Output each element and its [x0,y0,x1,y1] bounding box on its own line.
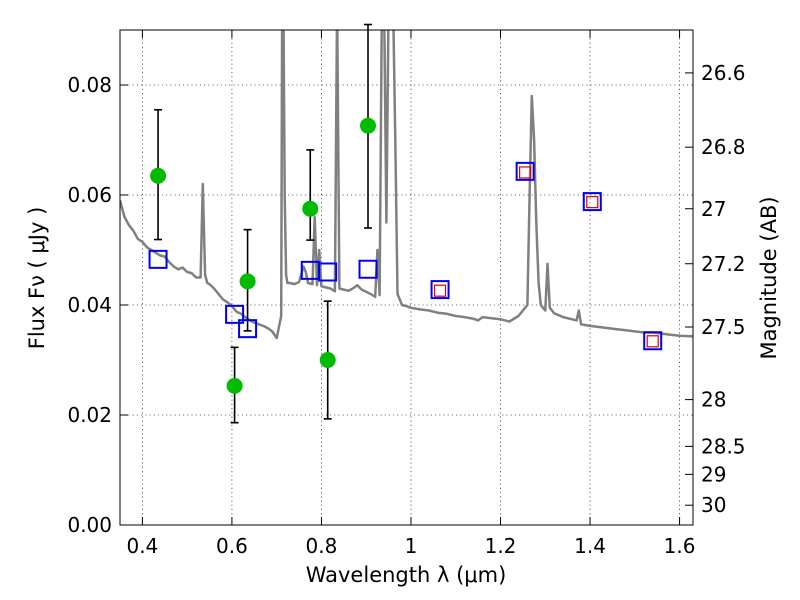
model-photometry-point [358,259,378,279]
observed-photometry-point [239,273,256,290]
right-tick-label: 27.2 [701,252,746,276]
model-photometry-point [643,331,663,351]
x-tick-label: 0.4 [126,534,158,558]
observed-photometry-point [302,200,319,217]
y-tick-label: 0.02 [67,403,112,427]
right-tick-label: 26.6 [701,61,746,85]
y-tick-label: 0.08 [67,73,112,97]
plot-area-background [120,30,693,525]
model-photometry-point [582,192,602,212]
model-photometry-point [148,249,168,269]
x-tick-label: 0.6 [216,534,248,558]
x-tick-label: 1.6 [664,534,696,558]
right-tick-label: 29 [701,462,726,486]
right-tick-label: 28.5 [701,434,746,458]
plot-frame [119,29,694,526]
model-spectrum-line [120,30,693,340]
spectrum-layer [120,30,693,340]
nir-photometry-point [433,284,447,297]
x-tick-label: 1.4 [574,534,606,558]
x-axis-label: Wavelength λ (μm) [306,563,507,587]
model-photometry-point [238,319,258,339]
y-tick-label: 0.06 [67,183,112,207]
nir-photometry-point [646,335,659,348]
y-axis-label: Flux Fν ( μJy ) [25,207,49,350]
nir-photometry-point [519,166,532,179]
observed-photometry-point [226,377,243,394]
right-tick-label: 30 [701,493,726,517]
x-tick-label: 1 [405,534,418,558]
observed-photometry-point [360,117,377,134]
x-tick-label: 1.2 [485,534,517,558]
y-tick-label: 0.04 [67,293,112,317]
model-photometry-point [225,304,245,324]
right-tick-label: 28 [701,388,726,412]
x-tick-label: 0.8 [306,534,338,558]
marker-layer [148,117,663,394]
right-tick-label: 27.5 [701,315,746,339]
y-tick-label: 0.00 [67,513,112,537]
right-tick-label: 27 [701,197,726,221]
model-photometry-point [430,280,450,300]
right-tick-label: 26.8 [701,135,746,159]
right-axis-label: Magnitude (AB) [757,196,781,359]
observed-photometry-point [150,167,167,184]
tick-layer: 0.4 0.6 0.8 1 1.2 1.4 1.6 0.00 0.02 0.04 0.06 0.08 2… [67,30,746,558]
model-photometry-point [515,161,535,181]
observed-photometry-point [319,352,336,368]
model-photometry-point [318,262,338,282]
nir-photometry-point [586,196,599,209]
